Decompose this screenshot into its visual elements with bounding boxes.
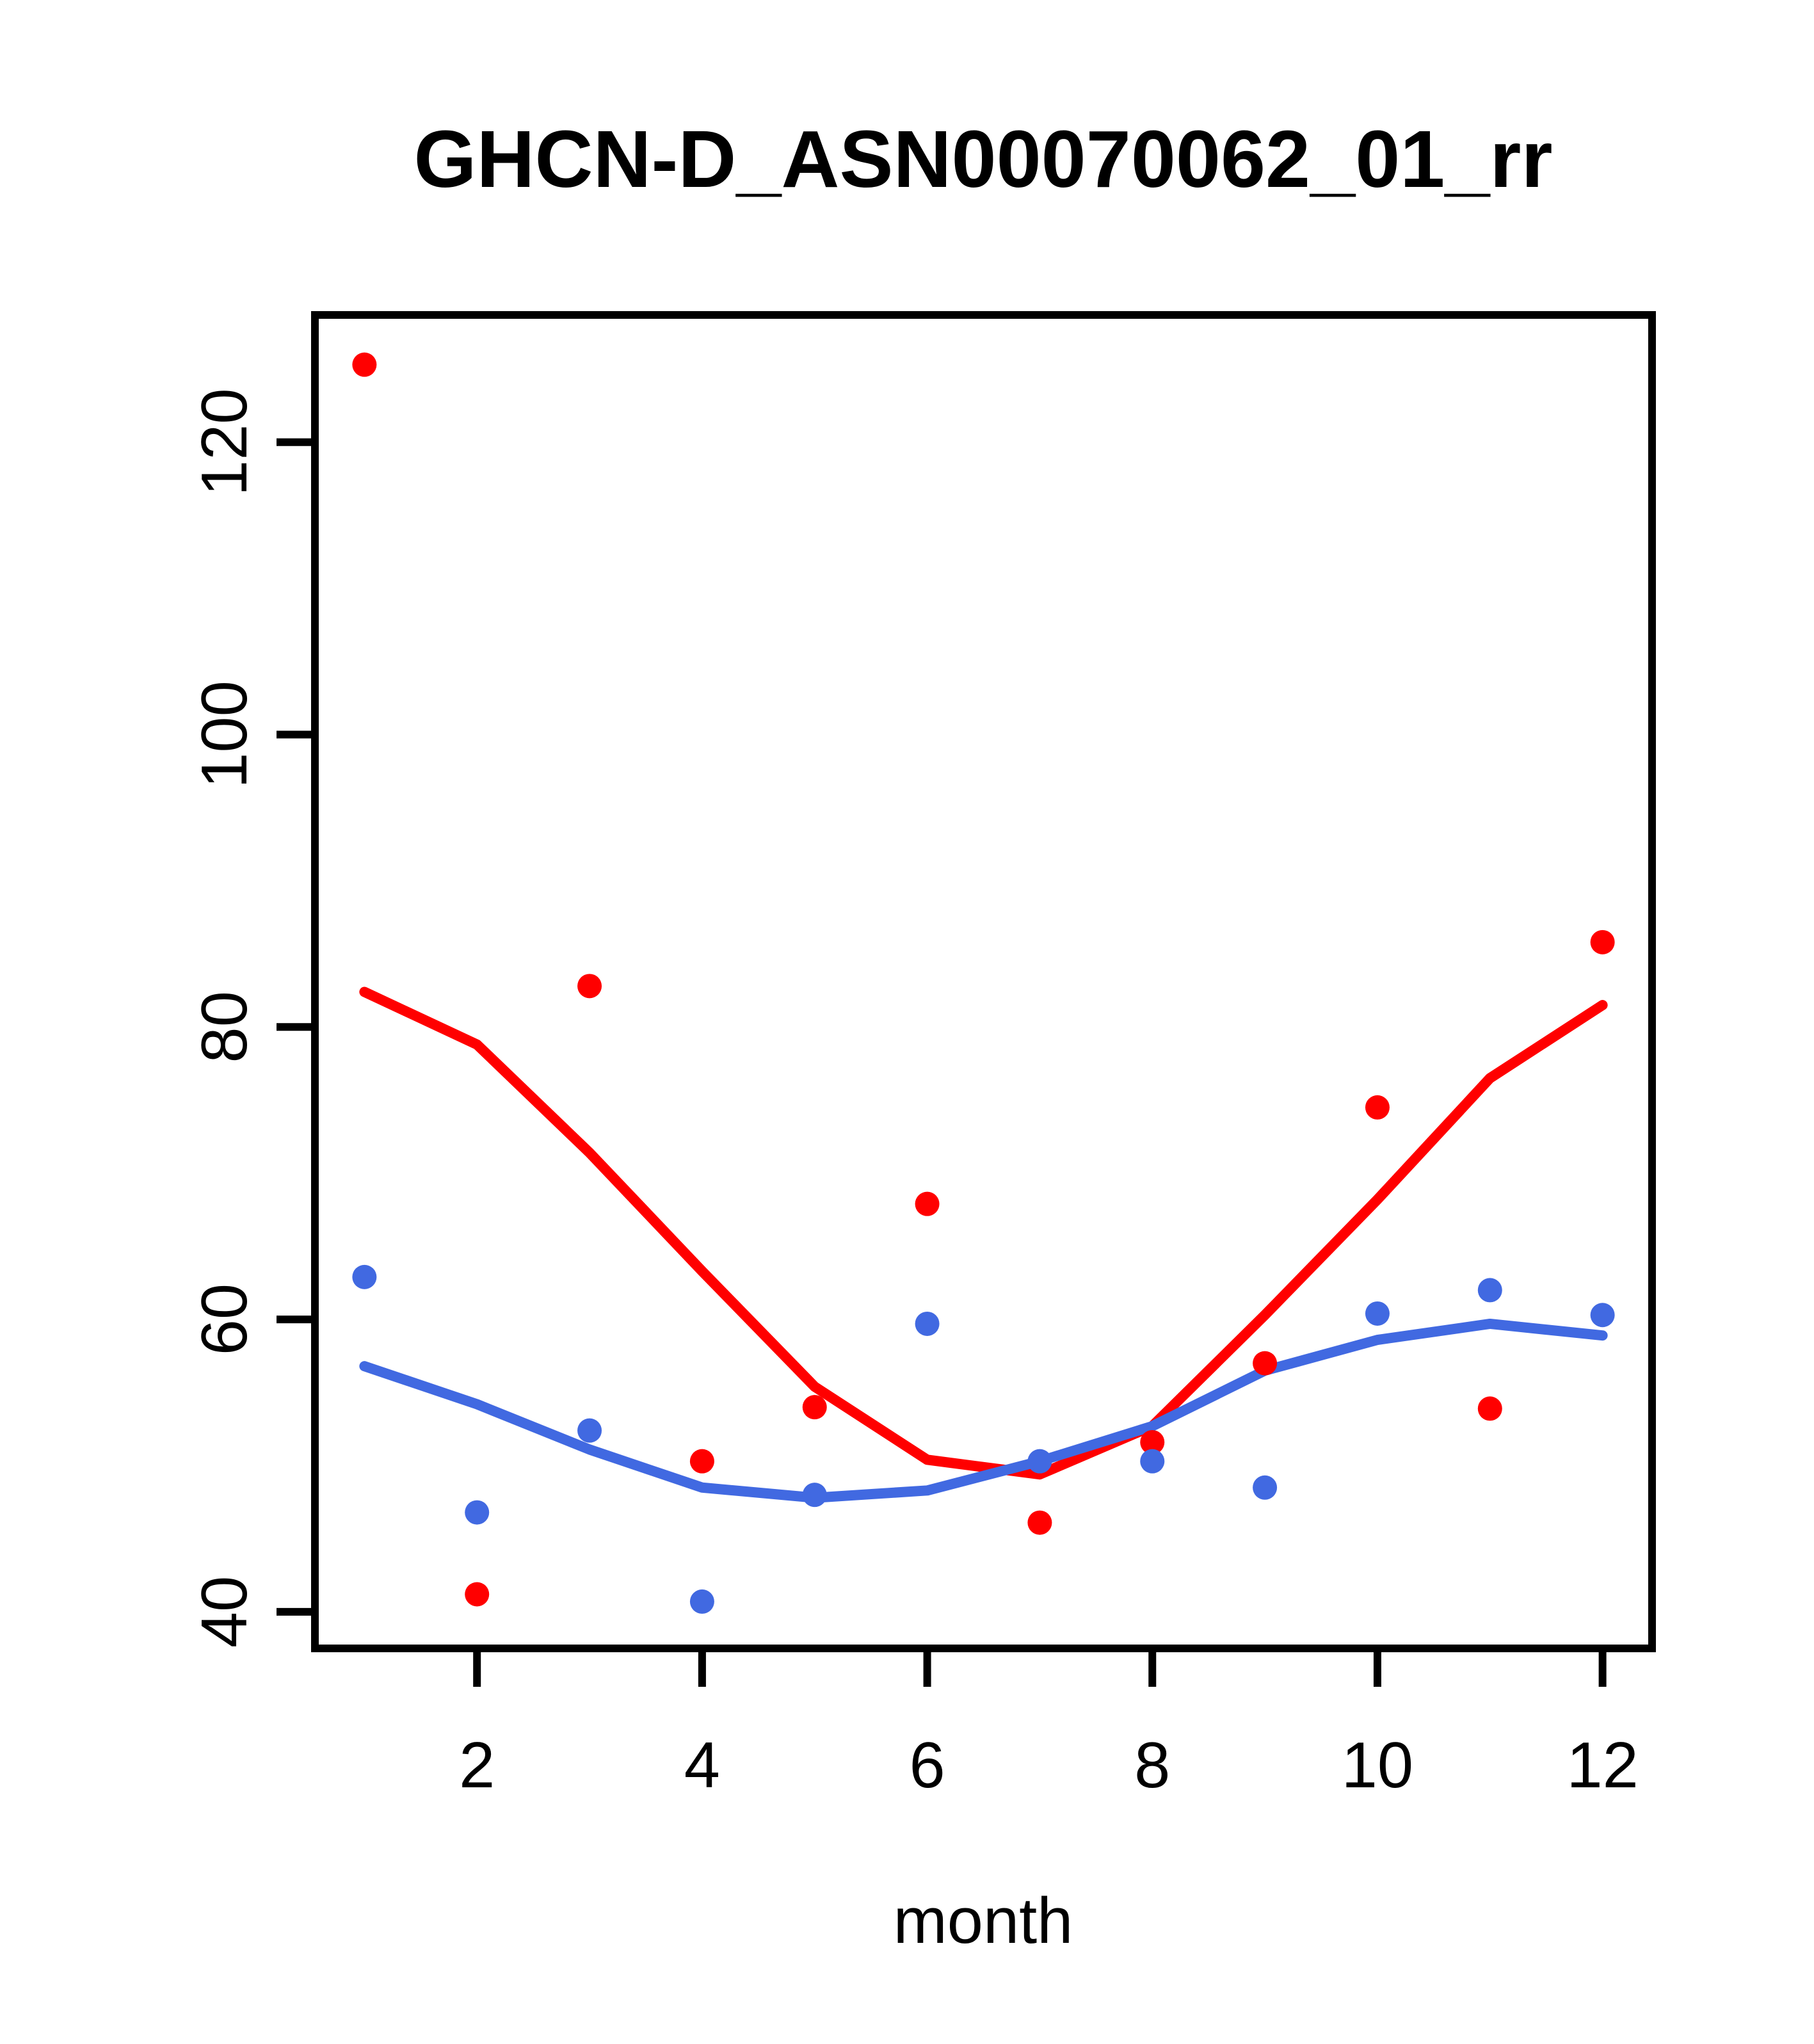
x-tick-label: 12 [1566,1730,1638,1801]
red-data-point [689,1449,714,1474]
x-tick-label: 2 [459,1730,495,1801]
blue-data-point [689,1589,714,1614]
plot-box-border [311,311,1656,1652]
blue-data-point [915,1311,940,1336]
blue-data-point [465,1500,490,1525]
x-tick-label: 8 [1134,1730,1170,1801]
blue-data-point [1365,1301,1390,1326]
red-data-point [802,1395,827,1420]
blue-data-point [1027,1449,1052,1474]
red-data-point [1365,1095,1390,1120]
blue-loess-line [359,1318,1608,1503]
blue-data-point [352,1264,377,1289]
red-data-point [915,1191,940,1216]
y-tick-label: 40 [189,1576,261,1648]
axis-ticks [277,438,1607,1687]
x-tick-label: 10 [1342,1730,1413,1801]
y-tick-label: 80 [189,991,261,1063]
axis-tick-labels: 2 4 6 8 10 12 40 60 80 100 120 [189,388,1639,1801]
blue-data-point [1590,1303,1615,1328]
loess-lines [359,986,1608,1503]
scatter-points [352,352,1615,1614]
blue-data-point [1477,1278,1502,1303]
y-tick-label: 120 [189,388,261,496]
chart-title: GHCN-D_ASN00070062_01_rr [413,114,1552,204]
red-data-point [1477,1396,1502,1421]
y-tick-label: 60 [189,1284,261,1355]
x-axis-label: month [894,1885,1073,1957]
x-tick-label: 4 [684,1730,720,1801]
y-tick-label: 100 [189,680,261,789]
red-data-point [577,974,602,999]
red-data-point [352,352,377,377]
red-data-point [1590,929,1615,954]
red-data-point [1027,1510,1052,1535]
red-data-point [1253,1351,1278,1376]
red-loess-line [359,986,1608,1480]
red-data-point [465,1582,490,1607]
blue-data-point [1140,1449,1165,1474]
blue-data-point [802,1483,827,1508]
red-data-point [1140,1429,1165,1454]
blue-data-point [577,1418,602,1443]
x-tick-label: 6 [909,1730,945,1801]
blue-data-point [1253,1475,1278,1500]
